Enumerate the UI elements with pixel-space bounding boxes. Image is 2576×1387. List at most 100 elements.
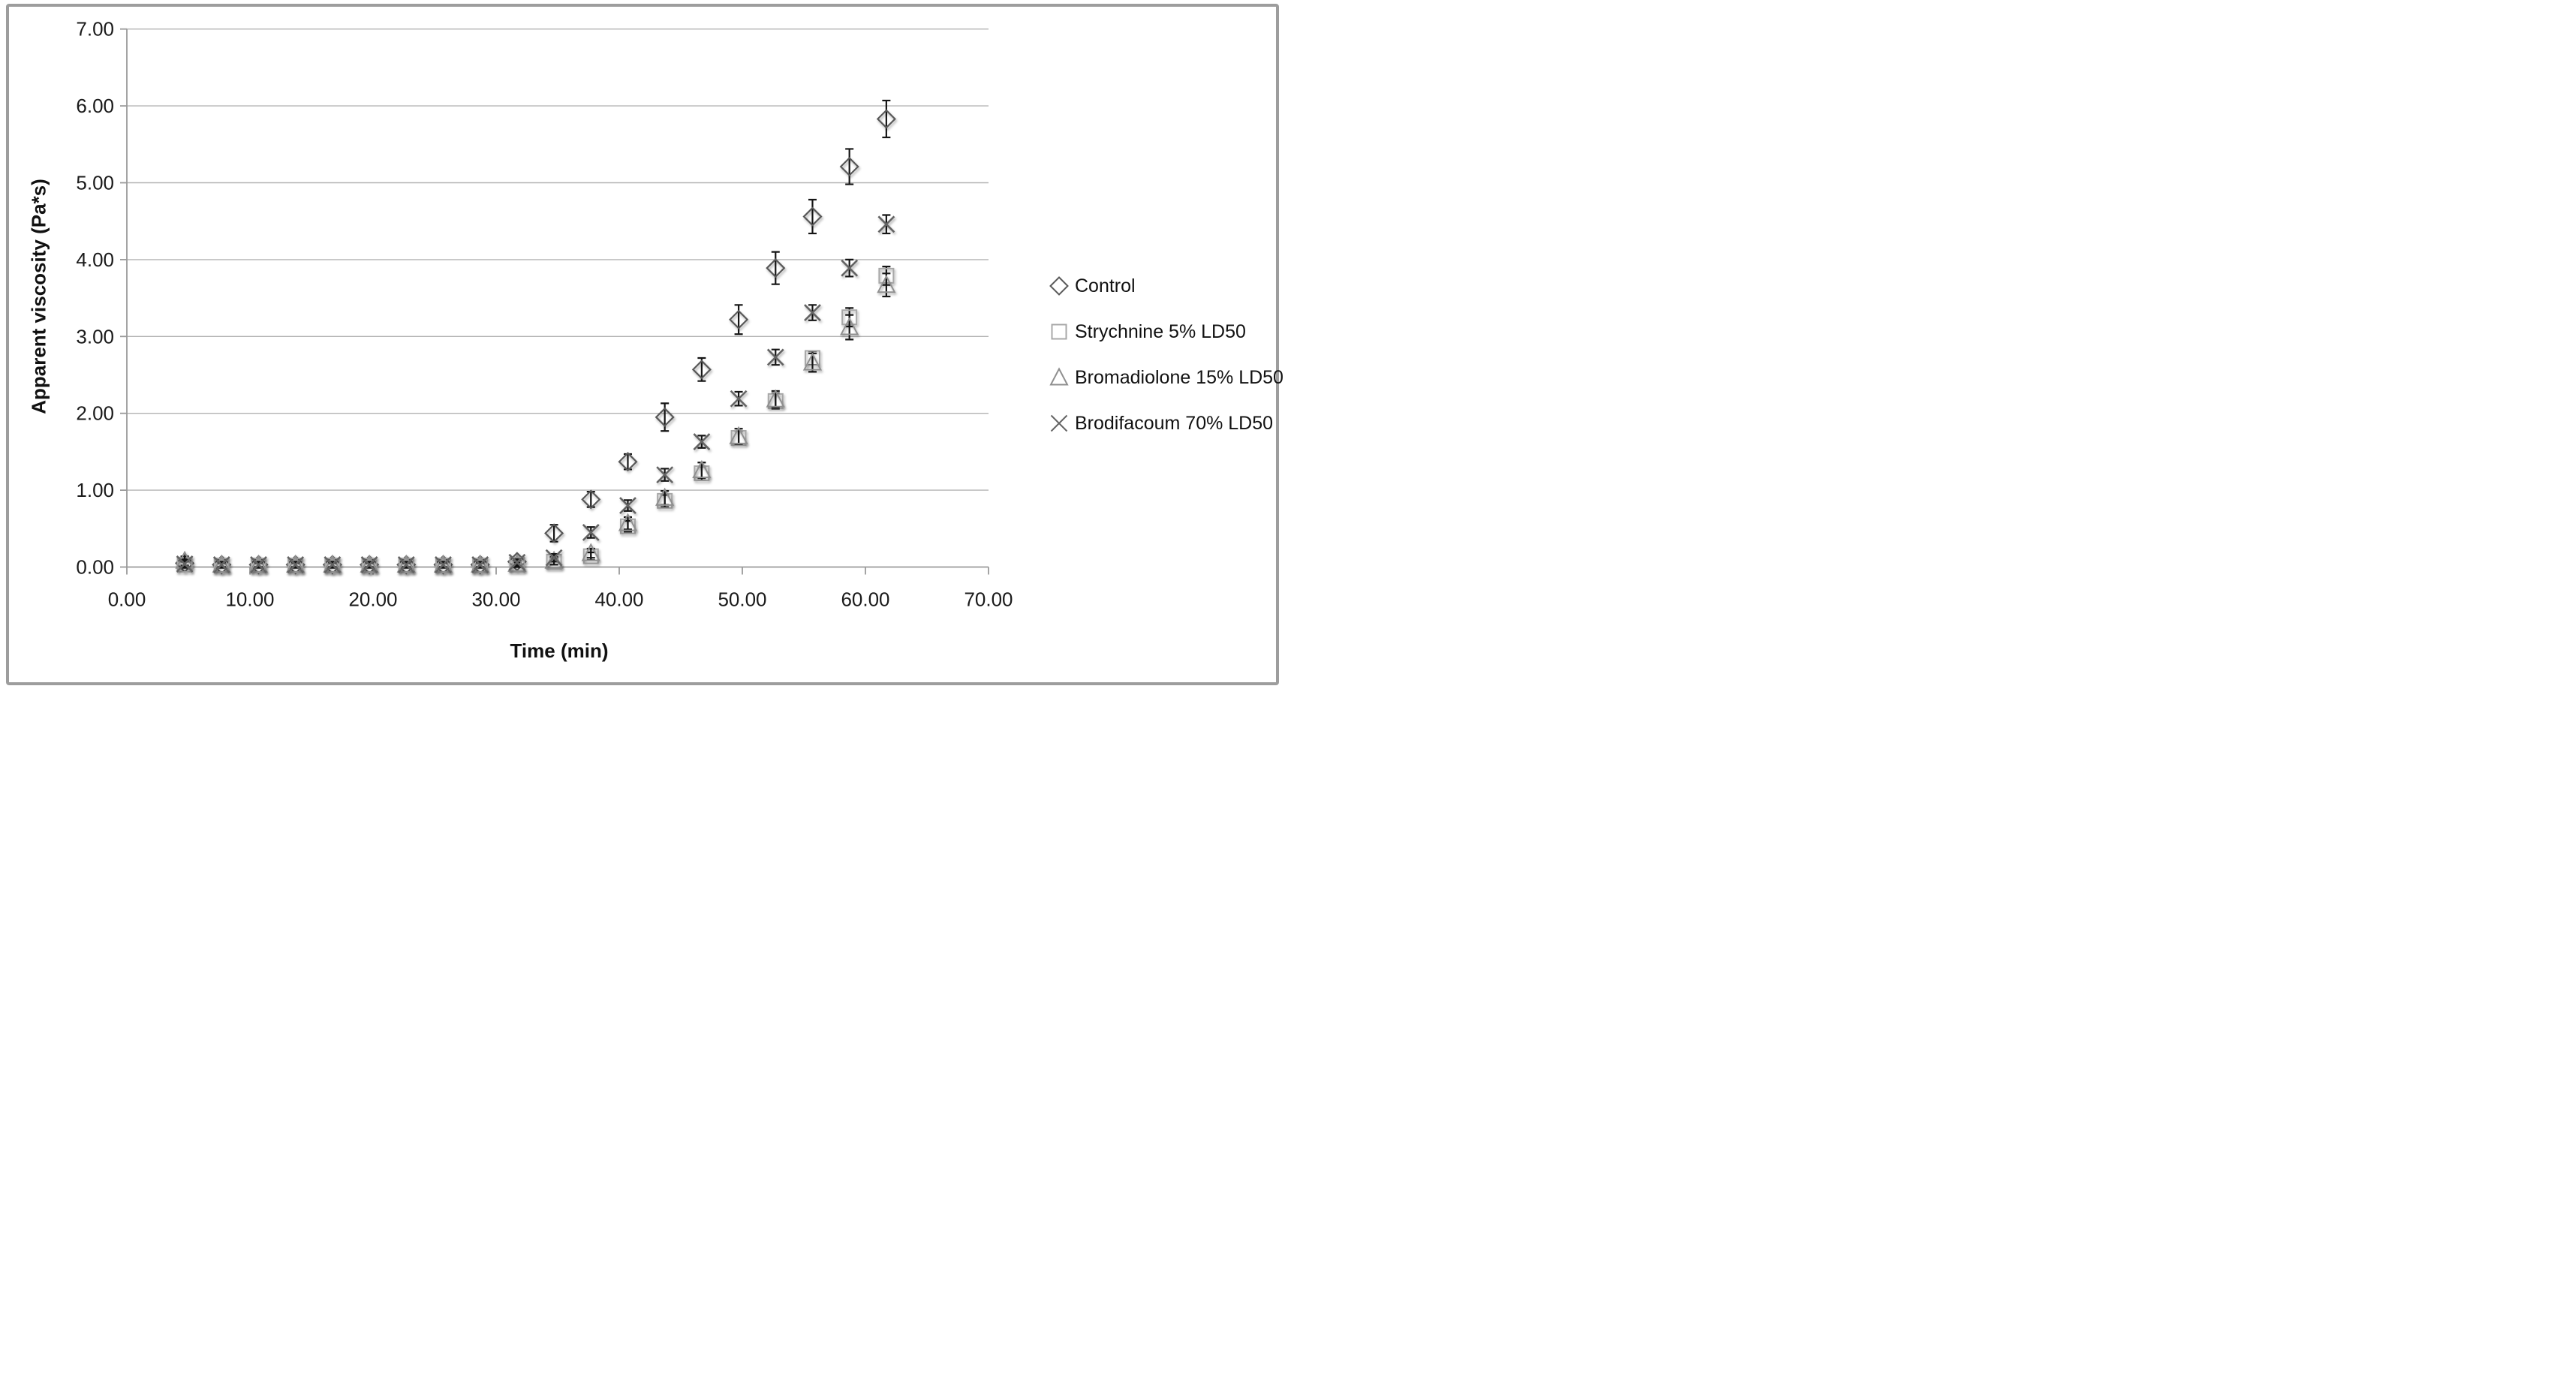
triangle-marker-icon bbox=[323, 554, 342, 573]
tick-labels: 0.00 1.00 2.00 3.00 4.00 5.00 6.00 7.00 0.00 10.0… bbox=[76, 18, 1013, 611]
triangle-marker-icon bbox=[692, 459, 712, 478]
x-tick-label: 50.00 bbox=[718, 588, 766, 611]
triangle-marker-icon bbox=[618, 513, 638, 531]
error-bar bbox=[623, 516, 632, 531]
diamond-marker-icon bbox=[618, 452, 638, 472]
square-marker-glyph bbox=[1051, 323, 1067, 340]
x-marker-icon bbox=[250, 556, 267, 573]
square-marker-icon bbox=[878, 267, 895, 284]
data-point bbox=[692, 459, 712, 479]
data-point bbox=[324, 556, 342, 573]
triangle-marker-icon bbox=[729, 426, 748, 444]
data-point bbox=[693, 433, 711, 451]
x-marker-icon bbox=[176, 555, 194, 573]
data-point bbox=[804, 304, 821, 321]
data-point bbox=[876, 99, 896, 139]
data-point bbox=[729, 304, 749, 335]
data-series bbox=[175, 99, 896, 575]
triangle-marker-icon bbox=[1049, 367, 1069, 386]
chart-canvas: 0.00 1.00 2.00 3.00 4.00 5.00 6.00 7.00 0.00 10.0… bbox=[76, 18, 1013, 611]
error-bar bbox=[808, 198, 817, 235]
data-point bbox=[581, 543, 600, 561]
error-bar bbox=[734, 304, 743, 335]
data-point bbox=[176, 555, 194, 573]
x-marker-icon bbox=[804, 304, 821, 321]
x-marker-icon bbox=[397, 556, 415, 573]
square-marker-icon bbox=[841, 309, 858, 326]
data-point bbox=[841, 258, 859, 278]
y-tick-label: 4.00 bbox=[76, 248, 114, 271]
data-point bbox=[471, 556, 489, 573]
x-marker-icon bbox=[1050, 414, 1068, 432]
triangle-marker-icon bbox=[212, 554, 231, 573]
error-bar bbox=[845, 148, 854, 185]
legend-item-control: Control bbox=[1048, 275, 1283, 296]
diamond-marker-icon bbox=[839, 156, 859, 177]
error-bar bbox=[697, 462, 706, 479]
square-marker-icon bbox=[804, 350, 820, 366]
data-point bbox=[729, 426, 748, 445]
diamond-marker-icon bbox=[766, 258, 786, 278]
y-axis-title: Apparent viscosity (Pa*s) bbox=[27, 179, 50, 414]
x-marker-icon bbox=[471, 556, 489, 573]
data-point bbox=[618, 452, 638, 472]
x-marker-icon bbox=[360, 556, 378, 573]
triangle-marker-icon bbox=[840, 317, 859, 335]
y-tick-label: 6.00 bbox=[76, 95, 114, 117]
x-tick-label: 70.00 bbox=[964, 588, 1013, 611]
x-tick-label: 30.00 bbox=[471, 588, 520, 611]
x-marker-icon bbox=[508, 553, 526, 571]
x-tick-label: 60.00 bbox=[841, 588, 889, 611]
data-point bbox=[212, 556, 230, 573]
error-bar bbox=[882, 99, 891, 139]
square-marker-icon bbox=[509, 556, 525, 573]
diamond-marker-icon bbox=[544, 523, 564, 543]
data-point bbox=[802, 198, 823, 235]
triangle-marker-icon bbox=[581, 543, 600, 561]
legend-item-bromadiolone-15-ld50: Bromadiolone 15% LD50 bbox=[1048, 367, 1283, 388]
series-control bbox=[175, 99, 896, 575]
data-point bbox=[730, 390, 748, 408]
legend-item-strychnine-5-ld50: Strychnine 5% LD50 bbox=[1048, 321, 1283, 342]
diamond-marker-icon bbox=[581, 489, 601, 510]
data-point bbox=[360, 556, 378, 573]
triangle-marker-icon bbox=[877, 275, 896, 293]
axes bbox=[120, 28, 989, 575]
legend-item-brodifacoum-70-ld50: Brodifacoum 70% LD50 bbox=[1048, 413, 1283, 434]
data-point bbox=[397, 556, 415, 573]
data-point bbox=[877, 272, 896, 298]
data-point bbox=[656, 466, 674, 484]
diamond-marker-glyph bbox=[1049, 276, 1069, 296]
triangle-marker-icon bbox=[433, 554, 453, 573]
data-point bbox=[877, 214, 895, 235]
data-point bbox=[435, 556, 452, 573]
y-tick-label: 3.00 bbox=[76, 325, 114, 348]
data-point bbox=[545, 549, 563, 567]
y-tick-label: 1.00 bbox=[76, 479, 114, 501]
triangle-marker-icon bbox=[655, 487, 675, 506]
data-point bbox=[655, 402, 675, 432]
triangle-marker-glyph bbox=[1049, 367, 1069, 386]
data-point bbox=[582, 524, 600, 541]
series-strychnine-5-ld50 bbox=[176, 266, 895, 573]
legend-label: Control bbox=[1075, 275, 1136, 296]
error-bar bbox=[661, 490, 670, 506]
data-point bbox=[766, 389, 785, 409]
x-marker-icon bbox=[619, 497, 636, 514]
legend-label: Bromadiolone 15% LD50 bbox=[1075, 366, 1283, 388]
x-marker-icon bbox=[582, 524, 600, 541]
y-tick-label: 2.00 bbox=[76, 402, 114, 425]
legend-label: Strychnine 5% LD50 bbox=[1075, 320, 1246, 342]
x-axis-title: Time (min) bbox=[510, 639, 609, 662]
y-tick-label: 7.00 bbox=[76, 18, 114, 41]
diamond-marker-icon bbox=[802, 206, 823, 227]
data-point bbox=[655, 487, 675, 506]
triangle-marker-icon bbox=[286, 554, 305, 573]
data-point bbox=[619, 497, 636, 514]
gridlines bbox=[127, 29, 989, 491]
data-point bbox=[766, 251, 786, 285]
triangle-marker-icon bbox=[248, 554, 269, 573]
x-marker-icon bbox=[656, 466, 674, 484]
triangle-marker-icon bbox=[360, 554, 379, 573]
data-point bbox=[840, 314, 859, 341]
